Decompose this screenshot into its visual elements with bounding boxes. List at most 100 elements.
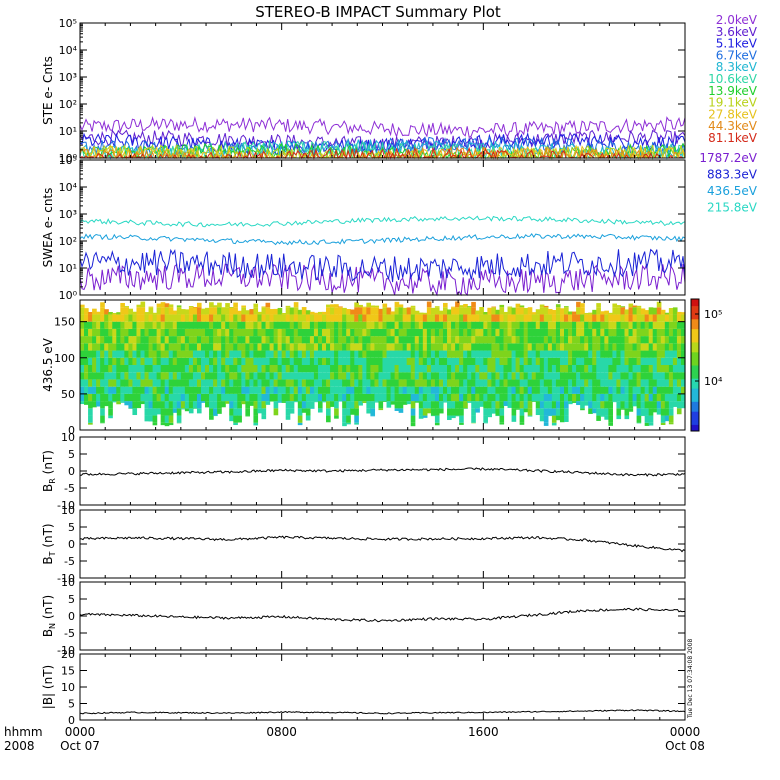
heatmap-cell (410, 415, 416, 423)
heatmap-cell (680, 343, 686, 351)
heatmap-cell (523, 408, 529, 413)
heatmap-cell (543, 422, 549, 426)
heatmap-cell (418, 372, 424, 380)
heatmap-cell (479, 379, 484, 387)
heatmap-cell (205, 393, 210, 402)
heatmap-cell (398, 379, 404, 387)
heatmap-cell (217, 372, 222, 380)
heatmap-cell (463, 321, 468, 329)
legend-entry: 81.1keV (708, 131, 758, 145)
heatmap-cell (628, 328, 634, 337)
heatmap-cell (652, 314, 658, 322)
heatmap-cell (112, 393, 117, 402)
heatmap-cell (172, 328, 178, 337)
heatmap-cell (652, 350, 658, 358)
heatmap-cell (616, 415, 622, 420)
heatmap-cell (596, 386, 601, 394)
heatmap-cell (104, 350, 109, 358)
heatmap-cell (92, 372, 97, 380)
heatmap-cell (313, 386, 319, 394)
heatmap-cell (394, 301, 400, 308)
heatmap-cell (132, 328, 138, 337)
colorbar-segment (691, 305, 699, 310)
heatmap-cell (426, 343, 432, 351)
heatmap-cell (261, 401, 267, 409)
heatmap-cell (664, 328, 670, 337)
heatmap-cell (656, 301, 662, 308)
x-tick-date-label: Oct 08 (665, 739, 705, 753)
heatmap-cell (576, 386, 581, 394)
heatmap-cell (297, 372, 303, 380)
heatmap-cell (656, 372, 662, 380)
heatmap-cell (511, 386, 517, 394)
heatmap-cell (317, 336, 323, 344)
legend-entry: 436.5eV (707, 184, 758, 198)
heatmap-cell (479, 372, 484, 380)
heatmap-cell (515, 307, 521, 315)
heatmap-cell (515, 365, 521, 373)
heatmap-cell (503, 328, 509, 337)
heatmap-cell (144, 365, 150, 373)
heatmap-cell (535, 350, 541, 358)
heatmap-cell (116, 336, 121, 344)
heatmap-cell (156, 343, 162, 351)
heatmap-cell (543, 343, 549, 351)
heatmap-cell (414, 314, 420, 322)
heatmap-cell (660, 343, 666, 351)
heatmap-cell (205, 321, 210, 329)
x-tick-label: 0000 (670, 725, 701, 739)
heatmap-cell (277, 350, 283, 358)
heatmap-cell (422, 328, 428, 337)
heatmap-cell (588, 393, 593, 402)
heatmap-cell (503, 401, 509, 406)
heatmap-cell (342, 307, 347, 315)
heatmap-cell (257, 336, 263, 344)
heatmap-cell (499, 393, 505, 402)
heatmap-cell (188, 379, 194, 387)
heatmap-cell (168, 304, 174, 308)
heatmap-cell (495, 372, 501, 380)
heatmap-cell (592, 357, 597, 365)
heatmap-cell (580, 393, 585, 402)
heatmap-cell (265, 401, 271, 405)
heatmap-cell (281, 312, 287, 315)
heatmap-cell (257, 393, 263, 402)
heatmap-cell (273, 401, 279, 409)
heatmap-cell (265, 302, 271, 308)
heatmap-cell (330, 393, 335, 402)
heatmap-cell (680, 386, 686, 394)
heatmap-cell (120, 343, 125, 351)
heatmap-cell (148, 350, 154, 358)
heatmap-cell (644, 415, 650, 423)
heatmap-cell (233, 386, 238, 394)
heatmap-cell (354, 314, 359, 322)
heatmap-cell (140, 350, 146, 358)
heatmap-cell (547, 379, 553, 387)
heatmap-cell (301, 408, 307, 413)
heatmap-cell (418, 408, 424, 416)
heatmap-cell (680, 357, 686, 365)
heatmap-cell (132, 408, 138, 416)
heatmap-cell (297, 379, 303, 387)
heatmap-cell (116, 372, 121, 380)
heatmap-cell (568, 321, 573, 329)
heatmap-cell (531, 343, 537, 351)
heatmap-cell (297, 422, 303, 426)
heatmap-cell (322, 336, 327, 344)
heatmap-cell (491, 386, 497, 394)
heatmap-cell (418, 379, 424, 387)
heatmap-cell (596, 393, 601, 402)
heatmap-cell (507, 365, 513, 373)
heatmap-cell (164, 357, 170, 365)
heatmap-cell (487, 408, 492, 416)
heatmap-cell (305, 365, 311, 373)
heatmap-cell (576, 314, 581, 322)
heatmap-cell (184, 343, 190, 351)
heatmap-cell (600, 408, 605, 416)
heatmap-cell (559, 379, 565, 387)
heatmap-cell (616, 343, 622, 351)
heatmap-cell (604, 321, 609, 329)
heatmap-cell (192, 357, 198, 365)
heatmap-cell (358, 372, 363, 380)
heatmap-cell (539, 386, 545, 394)
